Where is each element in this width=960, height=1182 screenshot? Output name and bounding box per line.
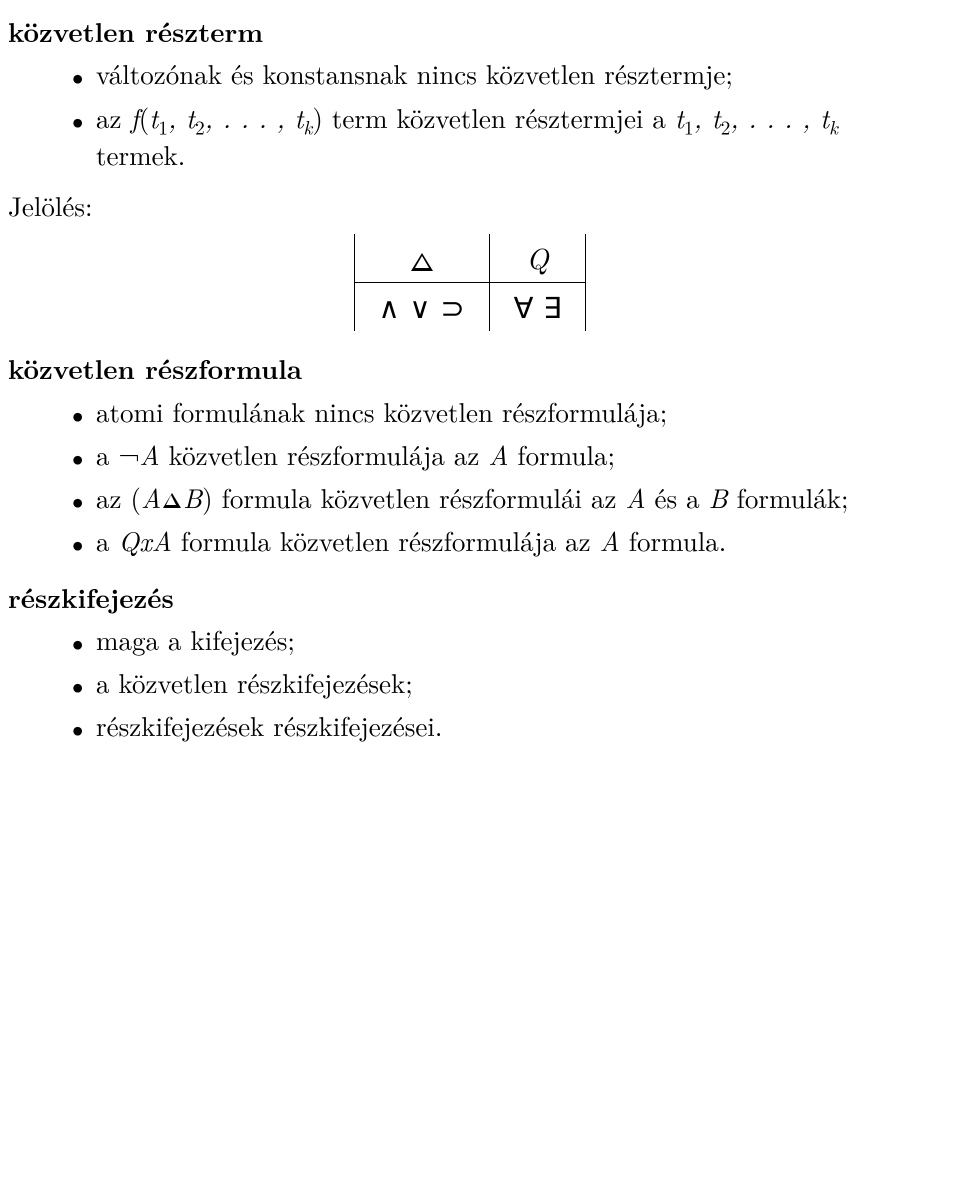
- notation-cell-triangle: [354, 234, 489, 283]
- math-comma: ,: [168, 98, 186, 136]
- notation-cell-quantifiers: ∀ ∃: [489, 283, 586, 332]
- math-x: x: [139, 521, 152, 559]
- text: a: [96, 521, 119, 559]
- text: termek.: [96, 135, 185, 173]
- math-sub: 2: [721, 112, 731, 140]
- list-reszkifejezes: maga a kifejezés; a közvetlen részkifeje…: [8, 621, 932, 745]
- text: változónak és konstansnak nincs közvetle…: [96, 54, 733, 92]
- math-B: B: [183, 478, 202, 516]
- notation-cell-connectives: ∧ ∨ ⊃: [354, 283, 489, 332]
- notation-table-wrap: Q ∧ ∨ ⊃ ∀ ∃: [8, 234, 932, 331]
- text: formula közvetlen részformulája az: [172, 521, 600, 559]
- math-A: A: [600, 521, 620, 559]
- text: részkifejezések részkifejezései.: [96, 706, 442, 744]
- math-dots: , . . . ,: [730, 98, 820, 136]
- math-comma: ,: [694, 98, 712, 136]
- math-t: t: [820, 98, 829, 136]
- text: formula közvetlen részformulái az: [213, 478, 626, 516]
- text: a: [96, 435, 119, 473]
- text: közvetlen részformulája az: [160, 435, 489, 473]
- math-t: t: [712, 98, 721, 136]
- math-B: B: [709, 478, 728, 516]
- math-lparen: (: [130, 478, 141, 516]
- list-item: a ¬A közvetlen részformulája az A formul…: [66, 436, 932, 473]
- math-t: t: [186, 98, 195, 136]
- heading-reszkifejezes: részkifejezés: [8, 578, 932, 615]
- math-A: A: [152, 521, 172, 559]
- math-neg: ¬: [119, 435, 140, 473]
- text: formula;: [508, 435, 615, 473]
- text: az: [96, 98, 130, 136]
- heading-kozvetlen-reszterm: közvetlen részterm: [8, 12, 932, 49]
- text: az: [96, 478, 130, 516]
- notation-table: Q ∧ ∨ ⊃ ∀ ∃: [354, 234, 587, 331]
- math-t: t: [675, 98, 684, 136]
- math-dots: , . . . ,: [205, 98, 295, 136]
- math-A: A: [141, 478, 161, 516]
- text: és a: [646, 478, 709, 516]
- triangle-icon: [163, 493, 181, 508]
- text: maga a kifejezés;: [96, 620, 295, 658]
- list-item: atomi formulának nincs közvetlen részfor…: [66, 393, 932, 430]
- math-f: f: [130, 98, 138, 136]
- math-rparen: ): [312, 98, 323, 136]
- math-t: t: [149, 98, 158, 136]
- notation-cell-Q: Q: [489, 234, 586, 283]
- math-rparen: ): [202, 478, 213, 516]
- math-A: A: [625, 478, 645, 516]
- list-item: részkifejezések részkifejezései.: [66, 707, 932, 744]
- math-Q: Q: [119, 521, 140, 559]
- label-jeloles: Jelölés:: [8, 187, 932, 224]
- list-item: a QxA formula közvetlen részformulája az…: [66, 522, 932, 559]
- text: atomi formulának nincs közvetlen részfor…: [96, 392, 667, 430]
- math-lparen: (: [139, 98, 150, 136]
- math-A: A: [140, 435, 160, 473]
- text: formula.: [620, 521, 727, 559]
- math-sub: 1: [684, 112, 694, 140]
- math-sub: k: [829, 112, 838, 140]
- math-A: A: [488, 435, 508, 473]
- heading-kozvetlen-reszformula: közvetlen részformula: [8, 349, 932, 386]
- list-item: változónak és konstansnak nincs közvetle…: [66, 55, 932, 92]
- list-item: maga a kifejezés;: [66, 621, 932, 658]
- text: term közvetlen résztermjei a: [323, 98, 675, 136]
- list-reszterm: változónak és konstansnak nincs közvetle…: [8, 55, 932, 173]
- text: formulák;: [728, 478, 849, 516]
- triangle-icon: [411, 253, 433, 271]
- list-item: a közvetlen részkifejezések;: [66, 664, 932, 701]
- list-item: az (AB) formula közvetlen részformulái a…: [66, 479, 932, 516]
- list-reszformula: atomi formulának nincs közvetlen részfor…: [8, 393, 932, 560]
- list-item: az f(t1, t2, . . . , tk) term közvetlen …: [66, 99, 932, 174]
- math-sub: 2: [195, 112, 205, 140]
- text: a közvetlen részkifejezések;: [96, 663, 413, 701]
